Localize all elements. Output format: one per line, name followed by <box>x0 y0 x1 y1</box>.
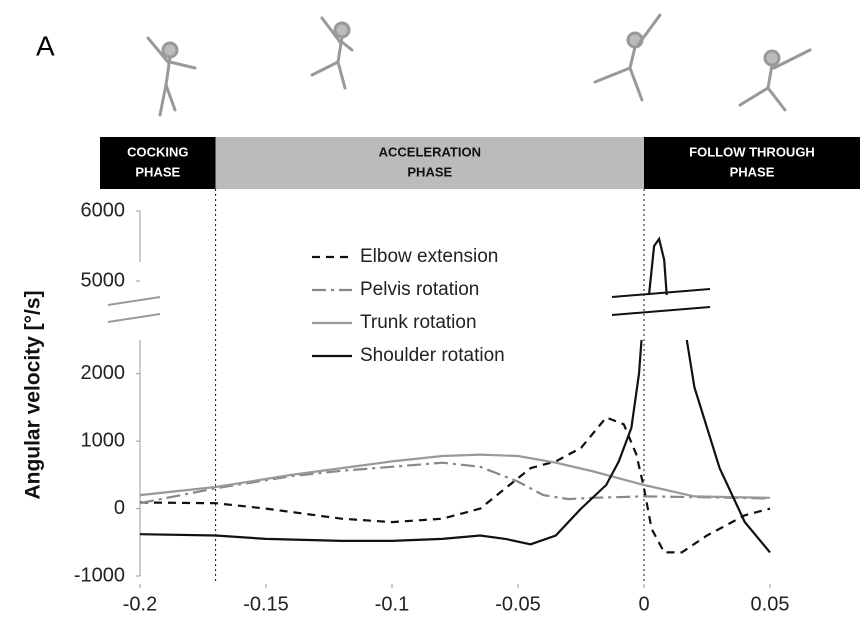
legend-label: Trunk rotation <box>360 312 477 333</box>
x-tick-label: 0.05 <box>751 593 790 615</box>
x-tick-label: -0.15 <box>243 593 289 615</box>
phase-label: PHASE <box>730 164 775 179</box>
phase-label: COCKING <box>127 144 188 159</box>
phase-label: FOLLOW THROUGH <box>689 144 815 159</box>
axis-breaks <box>107 288 711 323</box>
figure-cocking <box>146 36 197 117</box>
x-tick-label: -0.05 <box>495 593 541 615</box>
panel-label: A <box>36 30 55 61</box>
series-line <box>139 453 771 499</box>
figure-acceleration-end <box>593 13 662 102</box>
legend-label: Elbow extension <box>360 246 498 267</box>
y-tick-label: 2000 <box>81 362 126 384</box>
x-tick-label: -0.1 <box>375 593 409 615</box>
y-tick-label: 0 <box>114 497 125 519</box>
y-tick-label: 1000 <box>81 429 126 451</box>
y-tick-label: 6000 <box>81 199 126 221</box>
legend-label: Shoulder rotation <box>360 345 505 366</box>
x-tick-label: -0.2 <box>123 593 157 615</box>
series-line <box>139 461 771 505</box>
y-tick-label: 5000 <box>81 269 126 291</box>
phase-label: PHASE <box>407 164 452 179</box>
figure-follow-through <box>738 48 812 112</box>
phase-band <box>100 137 216 189</box>
legend-label: Pelvis rotation <box>360 279 479 300</box>
y-axis-label: Angular velocity [°/s] <box>22 290 45 499</box>
phase-label: PHASE <box>135 164 180 179</box>
phase-label: ACCELERATION <box>379 144 481 159</box>
series-line <box>139 416 771 554</box>
phase-band <box>644 137 860 189</box>
series-line <box>139 236 771 554</box>
figure-acceleration-start <box>310 16 354 90</box>
y-tick-label: -1000 <box>74 564 125 586</box>
x-tick-label: 0 <box>638 593 649 615</box>
phase-band <box>215 137 644 189</box>
